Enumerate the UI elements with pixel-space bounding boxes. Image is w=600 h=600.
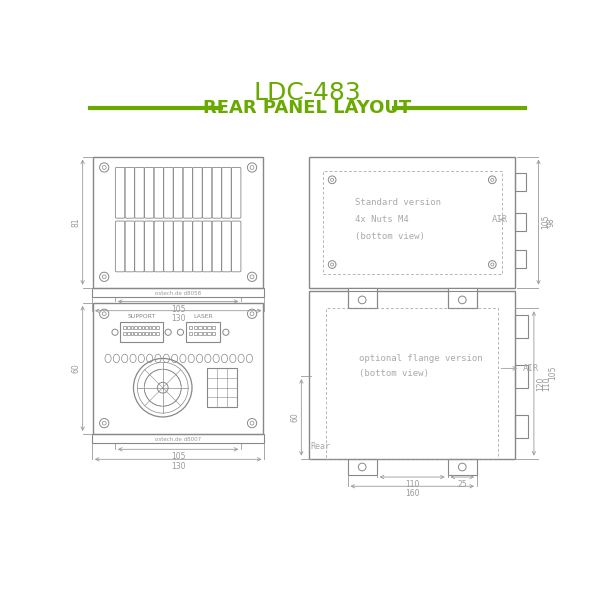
Text: SUPPORT: SUPPORT (127, 314, 155, 319)
Bar (448, 292, 477, 308)
Text: 105: 105 (541, 215, 550, 229)
Bar (347, 287, 377, 308)
Bar (142, 326, 144, 329)
Text: Rear: Rear (311, 442, 331, 451)
Text: LASER: LASER (193, 314, 213, 319)
Bar (149, 332, 151, 335)
Bar (121, 322, 163, 341)
Bar (448, 458, 477, 475)
Bar (189, 326, 193, 329)
Bar (515, 250, 526, 268)
Text: 130: 130 (171, 463, 185, 472)
Bar (92, 434, 265, 443)
Text: REAR PANEL LAYOUT: REAR PANEL LAYOUT (203, 99, 412, 117)
Bar (145, 332, 148, 335)
Bar (131, 332, 133, 335)
Bar (152, 326, 155, 329)
Bar (156, 332, 159, 335)
Bar (194, 332, 197, 335)
Bar (94, 303, 263, 434)
Bar (515, 415, 528, 438)
Text: 60: 60 (71, 364, 80, 373)
Text: 110: 110 (542, 376, 551, 391)
Bar (94, 157, 263, 287)
Text: 4x Nuts M4: 4x Nuts M4 (355, 215, 409, 224)
Bar (515, 173, 526, 191)
Bar (189, 332, 193, 335)
Bar (149, 326, 151, 329)
Bar (347, 458, 377, 475)
Bar (309, 292, 515, 458)
Text: Standard version: Standard version (355, 198, 441, 207)
Text: 160: 160 (405, 490, 419, 499)
Bar (198, 326, 202, 329)
Bar (127, 326, 130, 329)
Bar (448, 287, 477, 308)
Bar (323, 170, 502, 274)
Text: (bottom view): (bottom view) (359, 369, 429, 378)
Bar (515, 365, 528, 388)
Bar (347, 292, 377, 308)
Text: 105: 105 (171, 305, 185, 314)
Bar (203, 332, 206, 335)
Bar (156, 326, 159, 329)
Text: 25: 25 (457, 480, 467, 489)
Text: AIR: AIR (491, 215, 508, 224)
Bar (124, 332, 126, 335)
Bar (208, 368, 236, 407)
Bar (194, 326, 197, 329)
Bar (131, 326, 133, 329)
Bar (127, 332, 130, 335)
Bar (142, 332, 144, 335)
Bar (326, 308, 499, 458)
Text: ostech.de d8007: ostech.de d8007 (155, 437, 201, 442)
Text: 98: 98 (547, 217, 556, 227)
Bar (186, 322, 220, 341)
Bar (203, 326, 206, 329)
Bar (92, 287, 265, 297)
Text: 110: 110 (405, 480, 419, 489)
Text: LDC-483: LDC-483 (254, 81, 361, 105)
Text: 81: 81 (71, 217, 80, 227)
Bar (145, 326, 148, 329)
Bar (208, 332, 211, 335)
Text: 105: 105 (171, 452, 185, 461)
Bar (138, 332, 140, 335)
Bar (134, 326, 137, 329)
Bar (152, 332, 155, 335)
Text: 105: 105 (548, 365, 557, 380)
Text: 120: 120 (536, 376, 545, 391)
Text: AIR: AIR (501, 364, 539, 373)
Text: 130: 130 (171, 314, 185, 323)
Text: optional flange version: optional flange version (359, 354, 483, 363)
Bar (134, 332, 137, 335)
Text: (bottom view): (bottom view) (355, 232, 425, 241)
Bar (198, 332, 202, 335)
Bar (309, 157, 515, 287)
Bar (208, 326, 211, 329)
Bar (212, 326, 215, 329)
Bar (212, 332, 215, 335)
Bar (515, 213, 526, 232)
Text: ostech.de d8058: ostech.de d8058 (155, 290, 201, 296)
Bar (124, 326, 126, 329)
Text: 60: 60 (290, 412, 299, 422)
Bar (515, 314, 528, 338)
Bar (138, 326, 140, 329)
